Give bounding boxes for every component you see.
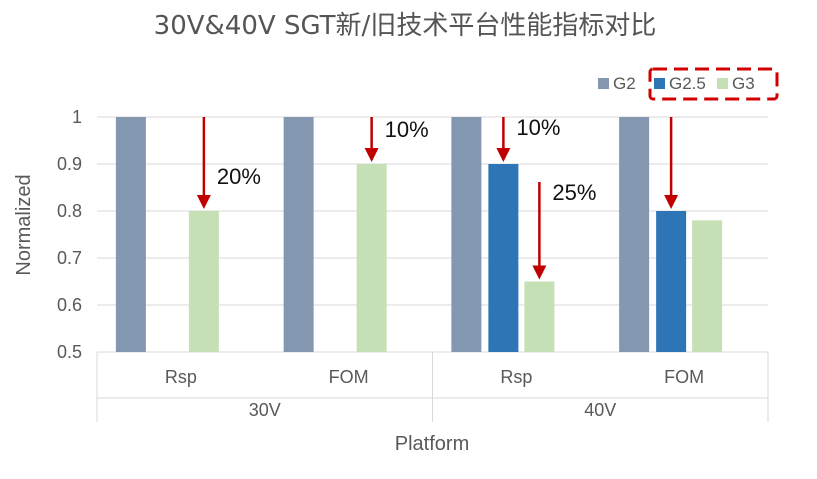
bars [115,117,723,352]
bar-g3-4 [692,220,723,352]
annotation-arrow-5 [664,117,679,209]
bar-g3-3 [524,281,555,352]
x-group-label: 40V [584,400,616,420]
x-axis-table: Rsp FOM Rsp FOM 30V 40V [96,352,769,422]
annotation-label: 25% [552,180,596,205]
arrow-head [532,265,547,280]
arrow-head [196,195,211,209]
y-tick-label: 0.7 [57,248,82,268]
legend-swatch-g2-5 [654,78,665,89]
legend: G2 G2.5 G3 [598,67,779,101]
y-tick-label: 0.8 [57,201,82,221]
arrow-head [364,148,379,162]
bar-g2-5-4 [656,211,687,352]
legend-highlight-box [648,67,779,101]
x-tick-label: Rsp [500,367,532,387]
bar-g2-5-3 [488,164,519,352]
bar-g2-1 [115,117,146,352]
annotations: 20% 10% 10% 25% [196,115,679,280]
x-axis-title: Platform [395,433,469,455]
bar-g2-2 [283,117,314,352]
chart-title: 30V&40V SGT新/旧技术平台性能指标对比 [154,11,657,41]
legend-label: G3 [732,74,755,93]
annotation-arrow-3: 10% [496,115,560,162]
bar-g3-1 [188,211,219,352]
annotation-arrow-1: 20% [196,117,261,209]
y-tick-label: 1 [72,107,82,127]
legend-label: G2.5 [669,74,706,93]
y-tick-label: 0.5 [57,342,82,362]
annotation-arrow-2: 10% [364,117,429,162]
y-tick-label: 0.6 [57,295,82,315]
legend-swatch-g2 [598,78,609,89]
bar-g3-2 [356,164,387,352]
x-group-label: 30V [249,400,281,420]
annotation-arrow-4: 25% [532,180,596,280]
arrow-head [496,148,511,162]
arrow-head [664,195,679,209]
x-tick-label: FOM [664,367,704,387]
x-tick-label: FOM [329,367,369,387]
legend-label: G2 [613,74,636,93]
legend-swatch-g3 [717,78,728,89]
bar-g2-4 [619,117,650,352]
y-tick-label: 0.9 [57,154,82,174]
annotation-label: 10% [516,115,560,140]
annotation-label: 20% [217,164,261,189]
bar-g2-3 [451,117,482,352]
y-tick-labels: 0.5 0.6 0.7 0.8 0.9 1 [57,107,82,362]
annotation-label: 10% [385,117,429,142]
y-axis-title: Normalized [13,174,35,275]
x-tick-label: Rsp [165,367,197,387]
